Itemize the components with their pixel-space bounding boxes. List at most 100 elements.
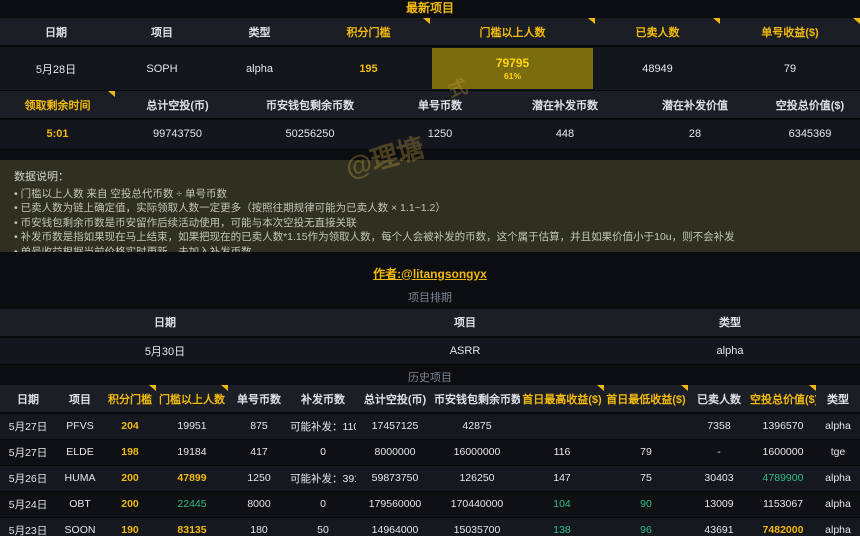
above-threshold-highlight: 79795 61% <box>432 48 593 89</box>
history-cell: alpha <box>816 491 860 518</box>
history-cell: 0 <box>290 491 356 518</box>
total-value-cell: 6345369 <box>760 119 860 150</box>
history-cell: 16000000 <box>434 439 520 466</box>
history-cell: 7358 <box>688 413 750 440</box>
history-cell: 8000000 <box>356 439 434 466</box>
history-cell: 1250 <box>228 465 290 492</box>
column-header: 积分门槛 <box>307 18 430 47</box>
column-header: 空投总价值($) <box>750 385 816 414</box>
note-item: 币安钱包剩余币数是币安留作后续活动使用，可能与本次空投无直接关联 <box>14 216 846 231</box>
history-cell: 30403 <box>688 465 750 492</box>
history-cell: tge <box>816 439 860 466</box>
per-account-coins-cell: 1250 <box>380 119 500 150</box>
column-header: 总计空投(币) <box>115 91 240 120</box>
history-row: 5月26日 HUMA 200 47899 1250 可能补发：391 59873750 126… <box>0 465 860 492</box>
airdrop-detail-header: 领取剩余时间 总计空投(币) 币安钱包剩余币数 单号币数 潜在补发币数 潜在补发价值 空投总… <box>0 91 860 120</box>
history-row: 5月27日 ELDE 198 19184 417 0 8000000 16000000 116 7… <box>0 439 860 466</box>
history-cell: 104 <box>520 491 604 518</box>
history-cell: 83135 <box>156 517 228 536</box>
column-header: 项目 <box>330 308 600 338</box>
history-cell: 204 <box>104 413 156 440</box>
history-cell: 180 <box>228 517 290 536</box>
history-cell: 59873750 <box>356 465 434 492</box>
history-cell: 1153067 <box>750 491 816 518</box>
history-cell: 50 <box>290 517 356 536</box>
claim-time-left-cell: 5:01 <box>0 119 115 150</box>
column-header: 领取剩余时间 <box>0 91 115 120</box>
column-header: 币安钱包剩余币数 <box>434 385 520 414</box>
history-cell: 200 <box>104 465 156 492</box>
column-header: 已卖人数 <box>595 18 720 47</box>
accent-corner-icon <box>597 385 604 391</box>
history-cell: 17457125 <box>356 413 434 440</box>
accent-corner-icon <box>108 91 115 97</box>
accent-corner-icon <box>853 18 860 24</box>
column-header: 积分门槛 <box>104 385 156 414</box>
accent-corner-icon <box>423 18 430 24</box>
header-row: 日期 项目 积分门槛 门槛以上人数 单号币数 补发币数 总计空投(币) 币安钱包剩余币数 首日最… <box>0 385 860 414</box>
accent-corner-icon <box>713 18 720 24</box>
note-item: 门槛以上人数 来自 空投总代币数 ÷ 单号币数 <box>14 187 846 202</box>
history-cell: 19951 <box>156 413 228 440</box>
column-header: 币安钱包剩余币数 <box>240 91 380 120</box>
column-header: 已卖人数 <box>688 385 750 414</box>
history-cell: 5月26日 <box>0 465 56 492</box>
author-row: 作者:@litangsongyx <box>0 265 860 283</box>
column-header: 类型 <box>600 308 860 338</box>
history-cell: OBT <box>56 491 104 518</box>
potential-reissue-cell: 448 <box>500 119 630 150</box>
latest-project-cell: SOPH <box>112 46 212 91</box>
history-table: 日期 项目 积分门槛 门槛以上人数 单号币数 补发币数 总计空投(币) 币安钱包剩余币数 首日最… <box>0 385 860 536</box>
history-cell: 43691 <box>688 517 750 536</box>
history-cell: 96 <box>604 517 688 536</box>
history-cell: 42875 <box>434 413 520 440</box>
history-cell: 1600000 <box>750 439 816 466</box>
history-cell: 5月27日 <box>0 439 56 466</box>
column-header: 单号收益($) <box>720 18 860 47</box>
column-header: 项目 <box>112 18 212 47</box>
history-row: 5月27日PFVS20419951875可能补发：110217457125428… <box>0 413 860 440</box>
latest-sold-cell: 48949 <box>595 46 720 91</box>
data-notes-panel: 数据说明： 门槛以上人数 来自 空投总代币数 ÷ 单号币数已卖人数为链上确定值，… <box>0 159 860 252</box>
schedule-row: 5月30日 ASRR alpha <box>0 336 860 365</box>
history-cell: ELDE <box>56 439 104 466</box>
column-header: 首日最高收益($) <box>520 385 604 414</box>
header-row: 日期 项目 类型 <box>0 308 860 338</box>
note-item: 已卖人数为链上确定值，实际领取人数一定更多（按照往期规律可能为已卖人数 × 1.… <box>14 201 846 216</box>
latest-project-table: 日期 项目 类型 积分门槛 门槛以上人数 已卖人数 单号收益($) 5月28日 SOPH a… <box>0 18 860 91</box>
history-cell: 5月27日 <box>0 413 56 440</box>
history-cell: 75 <box>604 465 688 492</box>
history-cell: SOON <box>56 517 104 536</box>
schedule-table-header: 日期 项目 类型 <box>0 308 860 338</box>
history-cell: 190 <box>104 517 156 536</box>
notes-list: 门槛以上人数 来自 空投总代币数 ÷ 单号币数已卖人数为链上确定值，实际领取人数… <box>14 187 846 252</box>
history-table-header: 日期 项目 积分门槛 门槛以上人数 单号币数 补发币数 总计空投(币) 币安钱包剩余币数 首日最… <box>0 385 860 414</box>
author-link[interactable]: 作者:@litangsongyx <box>373 266 487 281</box>
history-cell: 19184 <box>156 439 228 466</box>
latest-date-cell: 5月28日 <box>0 46 112 91</box>
history-cell: 8000 <box>228 491 290 518</box>
schedule-date-cell: 5月30日 <box>0 336 330 365</box>
wallet-remaining-cell: 50256250 <box>240 119 380 150</box>
history-cell: 90 <box>604 491 688 518</box>
history-cell: 1396570 <box>750 413 816 440</box>
column-header: 总计空投(币) <box>356 385 434 414</box>
history-cell: 198 <box>104 439 156 466</box>
note-item: 补发币数是指如果现在马上结束，如果把现在的已卖人数*1.15作为领取人数，每个人… <box>14 230 846 245</box>
history-cell: HUMA <box>56 465 104 492</box>
history-section-label: 历史项目 <box>408 372 452 384</box>
history-cell: 可能补发：391 <box>290 465 356 492</box>
history-cell: 79 <box>604 439 688 466</box>
history-cell: 147 <box>520 465 604 492</box>
column-header: 单号币数 <box>380 91 500 120</box>
schedule-table: 日期 项目 类型 5月30日 ASRR alpha <box>0 308 860 365</box>
history-cell: 116 <box>520 439 604 466</box>
column-header: 类型 <box>816 385 860 414</box>
latest-type-cell: alpha <box>212 46 307 91</box>
history-cell: 15035700 <box>434 517 520 536</box>
latest-project-row: 5月28日 SOPH alpha 195 79795 61% 48949 79 <box>0 46 860 91</box>
accent-corner-icon <box>221 385 228 391</box>
note-item: 单号收益根据当前价格实时更新，未加入补发币数 <box>14 245 846 252</box>
history-cell: 可能补发：1102 <box>290 413 356 440</box>
history-cell: PFVS <box>56 413 104 440</box>
